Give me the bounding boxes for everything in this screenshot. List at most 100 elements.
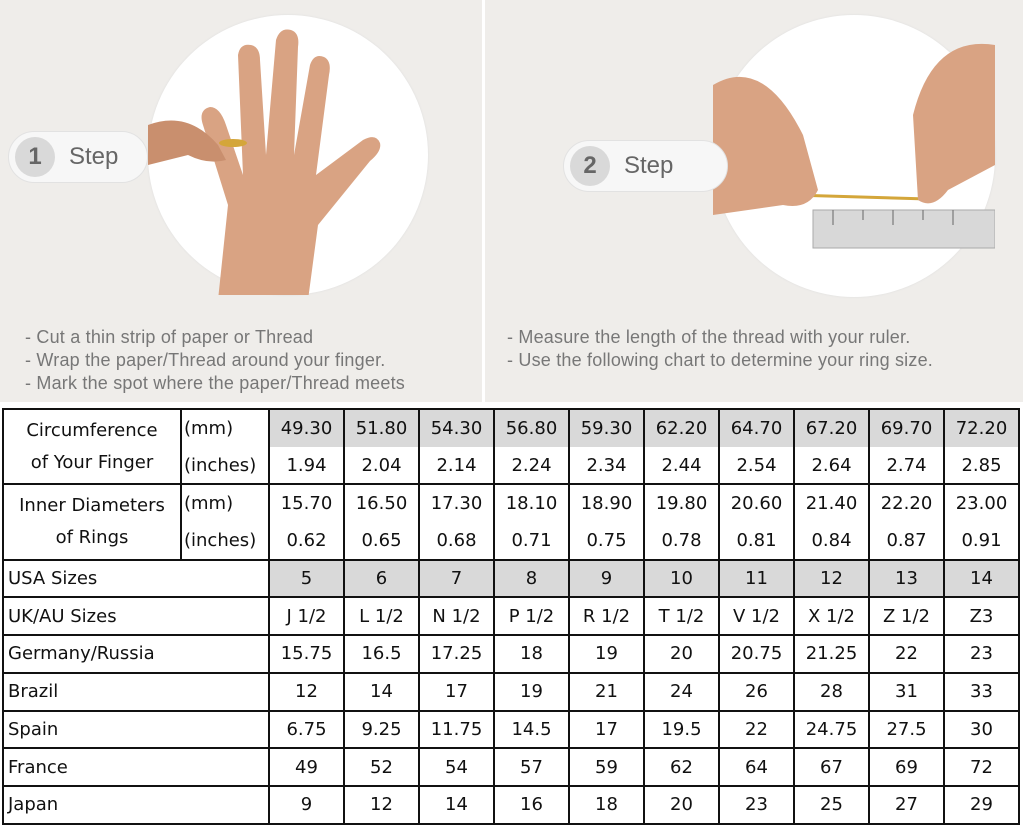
size-cell: 1.94 [268, 446, 345, 486]
size-cell: 69 [868, 747, 945, 787]
label-line: of Your Finger [30, 451, 154, 473]
size-cell: 5 [268, 558, 345, 599]
size-cell: 62 [643, 747, 720, 787]
size-cell: 23 [943, 634, 1020, 674]
unit-mm: (mm) [180, 483, 270, 523]
step2-panel: 2 Step - Measure the length of the threa… [485, 0, 1023, 402]
instruction-line: - Mark the spot where the paper/Thread m… [25, 373, 405, 393]
size-cell: 2.64 [793, 446, 870, 486]
size-cell: 20.60 [718, 483, 795, 523]
size-cell: 17.25 [418, 634, 495, 674]
size-cell: 19.80 [643, 483, 720, 523]
size-cell: J 1/2 [268, 596, 345, 637]
size-cell: 26 [718, 671, 795, 712]
step-number: 1 [15, 137, 55, 177]
size-cell: 9 [568, 558, 645, 599]
size-cell: 0.81 [718, 522, 795, 561]
size-cell: 12 [793, 558, 870, 599]
size-cell: 16 [493, 784, 570, 825]
row-label: Germany/Russia [2, 634, 270, 674]
size-cell: 31 [868, 671, 945, 712]
size-cell: 18 [493, 634, 570, 674]
size-cell: 15.70 [268, 483, 345, 523]
size-cell: R 1/2 [568, 596, 645, 637]
row-label: UK/AU Sizes [2, 596, 270, 637]
size-cell: 27.5 [868, 709, 945, 750]
circumference-mm-row: Circumference of Your Finger (mm) 49.30 51.8… [2, 407, 1020, 485]
size-cell: 0.62 [268, 522, 345, 561]
size-cell: 10 [643, 558, 720, 599]
hand-photo-circle [148, 15, 428, 300]
ring-size-table: Circumference of Your Finger (mm) 49.30 51.8… [2, 407, 1020, 825]
size-cell: 2.74 [868, 446, 945, 486]
step1-instructions: - Cut a thin strip of paper or Thread - … [25, 326, 405, 395]
size-cell: 54.30 [418, 408, 495, 447]
ruler-photo-circle [713, 15, 996, 297]
size-cell: 51.80 [343, 408, 420, 447]
size-cell: 18.10 [493, 483, 570, 523]
row-label: Spain [2, 709, 270, 750]
size-cell: 18 [568, 784, 645, 825]
size-cell: 72 [943, 747, 1020, 787]
size-cell: V 1/2 [718, 596, 795, 637]
size-cell: 19 [568, 634, 645, 674]
circumference-label: Circumference of Your Finger [2, 407, 182, 485]
hand-wrapping-finger-illustration [148, 29, 381, 300]
size-cell: 2.24 [493, 446, 570, 486]
size-cell: 2.34 [568, 446, 645, 486]
diameter-label: Inner Diameters of Rings [2, 483, 182, 560]
size-cell: 2.44 [643, 446, 720, 486]
size-cell: 30 [943, 709, 1020, 750]
size-cell: Z3 [943, 596, 1020, 637]
row-label: Japan [2, 784, 270, 825]
size-row: Spain 6.75 9.25 11.75 14.5 17 19.5 22 24.75 27.5 3… [2, 709, 1020, 750]
size-cell: 54 [418, 747, 495, 787]
size-cell: 11 [718, 558, 795, 599]
size-cell: 0.84 [793, 522, 870, 561]
size-cell: 29 [943, 784, 1020, 825]
size-cell: X 1/2 [793, 596, 870, 637]
step-number: 2 [570, 146, 610, 186]
step-label: Step [69, 143, 119, 170]
size-cell: 27 [868, 784, 945, 825]
size-cell: 0.68 [418, 522, 495, 561]
size-cell: 22.20 [868, 483, 945, 523]
thread-and-ruler-illustration [713, 43, 996, 249]
size-cell: 14 [343, 671, 420, 712]
size-cell: 17 [418, 671, 495, 712]
size-cell: 15.75 [268, 634, 345, 674]
size-cell: 21.40 [793, 483, 870, 523]
size-cell: 6.75 [268, 709, 345, 750]
size-cell: 6 [343, 558, 420, 599]
size-cell: 0.65 [343, 522, 420, 561]
size-cell: 64.70 [718, 408, 795, 447]
step2-instructions: - Measure the length of the thread with … [507, 326, 933, 372]
size-cell: 56.80 [493, 408, 570, 447]
unit-inches: (inches) [180, 446, 270, 486]
circumference-inches-row: (inches) 1.94 2.04 2.14 2.24 2.34 2.44 2.54 2.64… [3, 446, 1020, 486]
size-cell: 2.54 [718, 446, 795, 486]
size-cell: 17.30 [418, 483, 495, 523]
size-cell: 0.78 [643, 522, 720, 561]
label-line: Circumference [26, 419, 158, 441]
instruction-line: - Measure the length of the thread with … [507, 327, 911, 347]
size-cell: 0.75 [568, 522, 645, 561]
row-label: Brazil [2, 671, 270, 712]
instruction-line: - Cut a thin strip of paper or Thread [25, 327, 314, 347]
size-cell: 2.14 [418, 446, 495, 486]
size-row: Japan 9 12 14 16 18 20 23 25 27 29 [2, 784, 1020, 825]
size-cell: 19 [493, 671, 570, 712]
size-cell: 16.50 [343, 483, 420, 523]
row-label: USA Sizes [2, 558, 270, 599]
size-cell: T 1/2 [643, 596, 720, 637]
size-cell: 21.25 [793, 634, 870, 674]
size-cell: L 1/2 [343, 596, 420, 637]
size-cell: 64 [718, 747, 795, 787]
step-label: Step [624, 152, 674, 179]
size-cell: N 1/2 [418, 596, 495, 637]
size-cell: 18.90 [568, 483, 645, 523]
diameter-mm-row: Inner Diameters of Rings (mm) 15.70 16.50 17.… [2, 483, 1020, 560]
size-cell: 22 [718, 709, 795, 750]
size-cell: 49 [268, 747, 345, 787]
size-cell: P 1/2 [493, 596, 570, 637]
